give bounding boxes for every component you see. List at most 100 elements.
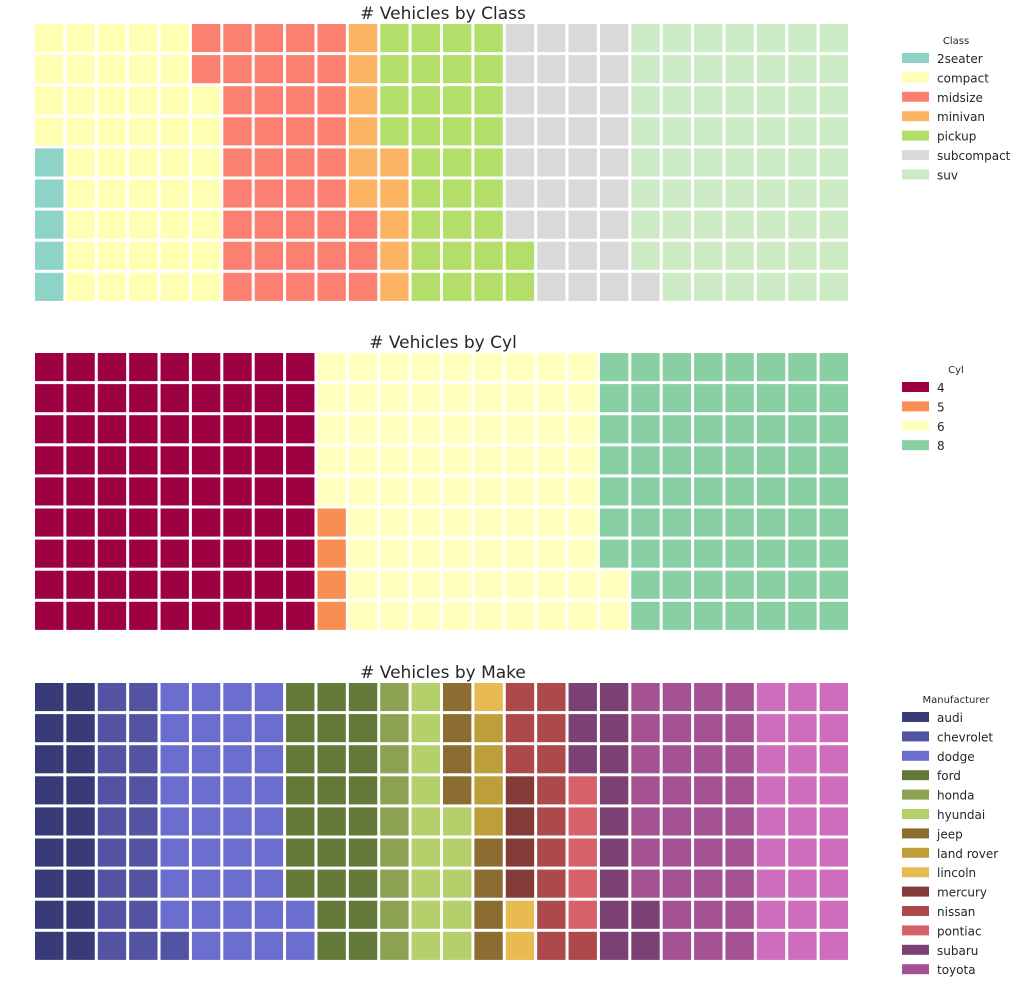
waffle-cell-8 [756,570,786,599]
waffle-cell-6 [505,508,535,537]
waffle-cell-compact [129,210,158,239]
waffle-cell-midsize [254,179,284,208]
waffle-cell-suv [819,117,848,146]
waffle-cell-subcompact [568,241,597,270]
waffle-cell-jeep [443,714,472,743]
waffle-cell-8 [662,601,692,630]
waffle-cell-6 [474,384,503,413]
waffle-cell-honda [380,931,409,960]
waffle-cell-volkswagen [788,931,817,960]
legend-label: pontiac [937,924,982,938]
waffle-cell-suv [662,148,692,177]
waffle-cell-6 [380,446,409,475]
waffle-cell-volkswagen [819,838,848,867]
waffle-cell-suv [819,210,848,239]
waffle-cell-6 [568,415,597,444]
waffle-cell-6 [348,446,378,475]
waffle-cell-nissan [505,683,535,712]
waffle-cell-6 [411,415,440,444]
waffle-cell-audi [35,931,64,960]
waffle-cell-compact [97,55,127,84]
legend-label: compact [937,71,989,85]
waffle-cell-8 [725,415,754,444]
waffle-cell-6 [474,601,503,630]
waffle-cell-suv [788,210,817,239]
waffle-cell-toyota [694,900,723,929]
waffle-cell-midsize [223,241,252,270]
waffle-cell-minivan [380,241,409,270]
waffle-cell-2seater [35,179,64,208]
waffle-cell-toyota [631,838,660,867]
waffle-cell-8 [631,446,660,475]
legend-swatch [902,53,929,63]
waffle-cell-toyota [694,807,723,836]
waffle-cell-suv [631,117,660,146]
waffle-cell-8 [599,477,629,506]
waffle-cell-8 [788,446,817,475]
waffle-cell-5 [317,508,346,537]
waffle-cell-4 [191,446,221,475]
waffle-cell-subcompact [537,86,566,115]
waffle-cell-8 [631,508,660,537]
waffle-cell-compact [129,179,158,208]
waffle-cell-toyota [631,869,660,898]
waffle-cell-subcompact [537,210,566,239]
waffle-cell-pickup [443,55,472,84]
waffle-cell-volkswagen [788,714,817,743]
waffle-cell-8 [599,446,629,475]
waffle-cell-minivan [348,179,378,208]
waffle-cell-compact [66,241,95,270]
legend-swatch [902,130,929,141]
waffle-cell-subcompact [599,117,629,146]
waffle-cell-nissan [537,745,566,774]
waffle-cell-chevrolet [129,838,158,867]
waffle-cell-6 [505,446,535,475]
waffle-cell-suv [694,148,723,177]
waffle-cell-8 [599,508,629,537]
waffle-cell-midsize [348,210,378,239]
waffle-cell-toyota [662,869,692,898]
waffle-cell-compact [160,210,189,239]
waffle-cell-audi [66,900,95,929]
waffle-cell-dodge [160,683,189,712]
waffle-cell-midsize [286,86,315,115]
waffle-cell-subcompact [599,241,629,270]
waffle-cell-suv [756,86,786,115]
waffle-cell-volkswagen [756,807,786,836]
legend-title: Class [943,36,969,47]
waffle-cell-ford [348,807,378,836]
waffle-cell-hyundai [411,869,440,898]
waffle-cell-hyundai [411,714,440,743]
waffle-cell-jeep [474,838,503,867]
waffle-cell-4 [160,446,189,475]
waffle-cell-pickup [474,179,503,208]
waffle-cell-suv [725,241,754,270]
waffle-cell-ford [317,807,346,836]
waffle-cell-4 [223,446,252,475]
waffle-cell-compact [129,117,158,146]
waffle-cell-8 [662,570,692,599]
waffle-cell-minivan [348,117,378,146]
waffle-cell-4 [254,570,284,599]
waffle-cell-ford [286,714,315,743]
waffle-cell-dodge [286,900,315,929]
waffle-cell-8 [756,415,786,444]
waffle-cell-mercury [505,776,535,805]
waffle-cell-audi [35,838,64,867]
waffle-cell-dodge [191,838,221,867]
waffle-cell-dodge [254,776,284,805]
waffle-cell-volkswagen [819,745,848,774]
waffle-cell-6 [411,446,440,475]
waffle-cell-6 [505,539,535,568]
waffle-cell-ford [317,869,346,898]
waffle-cell-pickup [411,148,440,177]
waffle-cell-hyundai [411,776,440,805]
waffle-cell-midsize [286,55,315,84]
waffle-cell-toyota [725,714,754,743]
waffle-cell-compact [160,148,189,177]
waffle-cell-dodge [191,900,221,929]
waffle-cell-volkswagen [819,900,848,929]
legend-swatch [902,150,929,160]
legend-item: audi [902,711,963,725]
waffle-cell-ford [286,869,315,898]
